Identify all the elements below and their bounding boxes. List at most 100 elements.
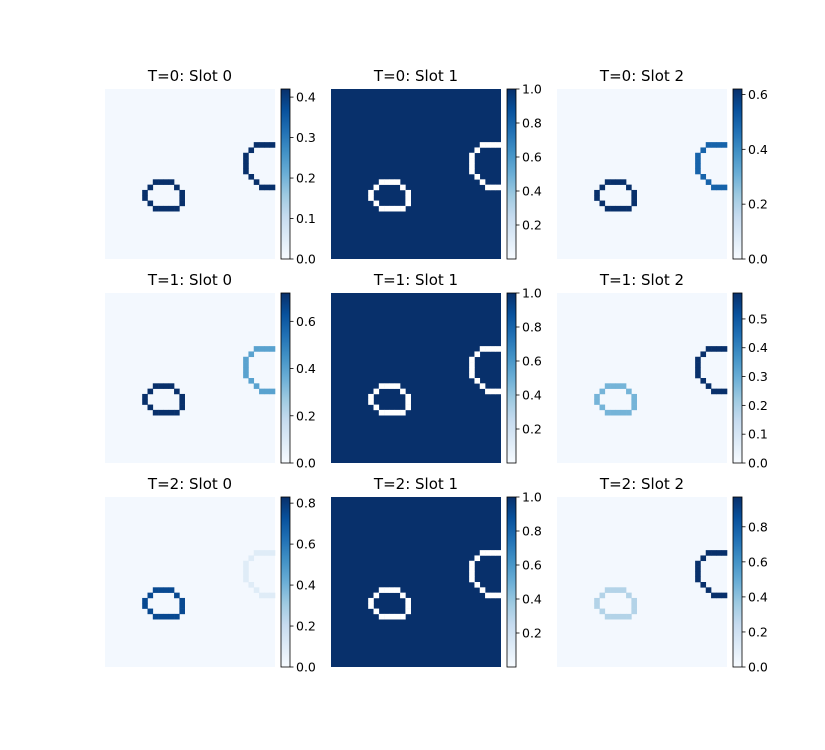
arc-object-cell	[474, 174, 481, 180]
circle-object-cell	[631, 404, 637, 411]
colorbar-tick-label: 0.2	[522, 422, 542, 437]
circle-object-cell	[631, 189, 637, 196]
circle-object-cell	[400, 205, 406, 212]
circle-object-cell	[158, 587, 164, 593]
arc-object-cell	[695, 560, 701, 567]
circle-object-cell	[179, 404, 185, 411]
colorbar-tick-label: 0.8	[296, 496, 316, 511]
circle-object-cell	[594, 195, 600, 201]
circle-object-cell	[394, 383, 401, 389]
arc-object-cell	[711, 550, 717, 556]
arc-object-cell	[248, 174, 255, 180]
circle-object-cell	[384, 205, 390, 212]
circle-object-cell	[142, 393, 148, 400]
arc-object-cell	[469, 163, 475, 169]
arc-object-cell	[253, 587, 260, 593]
panel-title: T=0: Slot 1	[373, 67, 458, 85]
arc-object-cell	[485, 592, 491, 599]
colorbar-tick-label: 0.4	[522, 388, 542, 403]
arc-object-cell	[695, 158, 701, 164]
colorbar-tick-label: 0.2	[748, 197, 768, 212]
heatmap-panel: T=1: Slot 1 0.2 0.4 0.6 0.8 1.0	[331, 271, 542, 464]
colorbar-tick-label: 0.0	[748, 252, 768, 267]
circle-object-cell	[626, 205, 632, 212]
circle-object-cell	[389, 179, 396, 185]
circle-object-cell	[631, 399, 637, 405]
colorbar-tick-label: 0.4	[296, 578, 316, 593]
colorbar-tick-label: 0.6	[522, 150, 542, 165]
arc-object-cell	[248, 351, 255, 358]
colorbar-tick-label: 0.0	[748, 660, 768, 675]
arc-object-cell	[259, 346, 265, 352]
circle-object-cell	[394, 205, 401, 212]
arc-object-cell	[705, 587, 712, 593]
panel-title: T=0: Slot 2	[599, 67, 684, 85]
arc-object-cell	[711, 142, 717, 148]
colorbar-tick-label: 0.0	[748, 456, 768, 471]
circle-object-cell	[626, 388, 632, 395]
colorbar-tick-label: 0.2	[296, 171, 316, 186]
circle-object-cell	[147, 200, 154, 207]
arc-object-cell	[259, 184, 265, 191]
colorbar-tick-label: 1.0	[522, 490, 542, 505]
colorbar-tick-label: 0.8	[522, 116, 542, 131]
circle-object-cell	[158, 409, 164, 416]
arc-object-cell	[243, 560, 249, 567]
circle-object-cell	[179, 399, 185, 405]
arc-object-cell	[479, 179, 486, 185]
arc-object-cell	[253, 383, 260, 389]
arc-object-cell	[269, 592, 276, 599]
colorbar-tick-label: 0.6	[748, 554, 768, 569]
circle-object-cell	[368, 393, 374, 400]
heatmap-panel: T=0: Slot 1 0.2 0.4 0.6 0.8 1.0	[331, 67, 542, 260]
arc-object-cell	[495, 184, 502, 191]
heatmap-panel: T=0: Slot 2 0.0 0.2 0.4 0.6	[557, 67, 768, 267]
arc-object-cell	[695, 576, 701, 583]
circle-object-cell	[179, 393, 185, 400]
circle-object-cell	[142, 597, 148, 604]
circle-object-cell	[368, 603, 374, 609]
circle-object-cell	[384, 383, 390, 389]
arc-object-cell	[264, 142, 270, 148]
circle-object-cell	[174, 613, 180, 620]
arc-object-cell	[716, 142, 722, 148]
arc-object-cell	[700, 351, 707, 358]
circle-object-cell	[158, 383, 164, 389]
arc-object-cell	[474, 147, 481, 154]
arc-object-cell	[243, 372, 249, 379]
circle-object-cell	[594, 399, 600, 405]
circle-object-cell	[604, 383, 611, 389]
arc-object-cell	[721, 184, 728, 191]
arc-object-cell	[469, 566, 475, 572]
arc-object-cell	[469, 372, 475, 379]
circle-object-cell	[626, 592, 632, 599]
colorbar-tick-label: 0.6	[522, 558, 542, 573]
colorbar-tick-label: 0.3	[296, 130, 316, 145]
heatmap-panel: T=0: Slot 0 0.0 0.1 0.2 0.3 0.4	[105, 67, 316, 267]
arc-object-cell	[259, 142, 265, 148]
arc-object-cell	[474, 555, 481, 562]
circle-object-cell	[599, 200, 606, 207]
circle-object-cell	[631, 608, 637, 615]
arc-object-cell	[716, 346, 722, 352]
circle-object-cell	[147, 388, 154, 395]
circle-object-cell	[620, 179, 627, 185]
colorbar	[506, 496, 517, 668]
circle-object-cell	[179, 200, 185, 207]
arc-object-cell	[479, 346, 486, 352]
circle-object-cell	[163, 179, 170, 185]
arc-object-cell	[243, 158, 249, 164]
heatmap-panel: T=2: Slot 2 0.0 0.2 0.4 0.6 0.8	[557, 475, 768, 675]
circle-object-cell	[626, 613, 632, 620]
arc-object-cell	[490, 142, 496, 148]
arc-object-cell	[479, 550, 486, 556]
circle-object-cell	[604, 587, 611, 593]
colorbar-tick-label: 0.6	[748, 87, 768, 102]
circle-object-cell	[604, 205, 611, 212]
arc-object-cell	[711, 346, 717, 352]
colorbar-tick-label: 0.0	[296, 456, 316, 471]
colorbar	[732, 496, 743, 668]
circle-object-cell	[168, 587, 175, 593]
circle-object-cell	[626, 409, 632, 416]
arc-object-cell	[695, 571, 701, 577]
